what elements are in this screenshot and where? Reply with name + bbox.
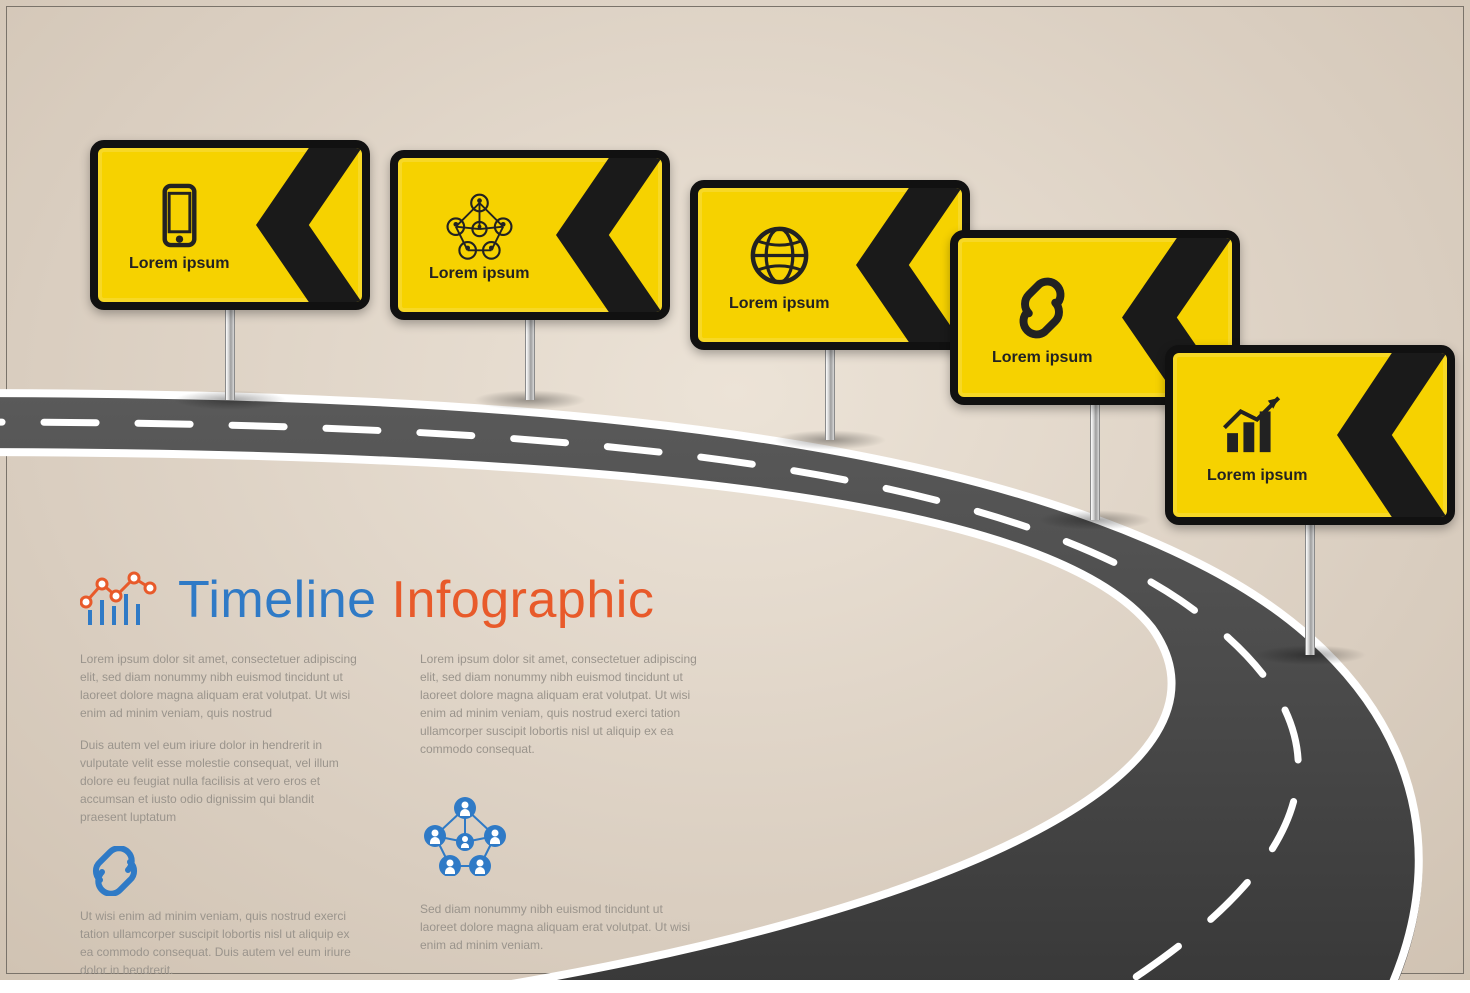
sign-board: Lorem ipsum bbox=[90, 140, 370, 310]
sign-label: Lorem ipsum bbox=[729, 295, 829, 313]
body-col1-p2: Duis autem vel eum iriure dolor in hendr… bbox=[80, 736, 360, 826]
chevron-left-icon bbox=[856, 188, 962, 342]
body-col1-p1: Lorem ipsum dolor sit amet, consectetuer… bbox=[80, 650, 360, 722]
chart-icon bbox=[1219, 387, 1295, 463]
title-word-1: Timeline bbox=[178, 571, 377, 629]
phone-icon bbox=[144, 180, 215, 251]
link-icon bbox=[1005, 271, 1079, 345]
chevron-left-icon bbox=[556, 158, 662, 312]
chevron-left-icon bbox=[1337, 353, 1447, 517]
sign-label: Lorem ipsum bbox=[1207, 467, 1307, 485]
road-sign-2: Lorem ipsum bbox=[390, 150, 670, 400]
page-title: Timeline Infographic bbox=[178, 570, 654, 630]
body-col2-p2: Sed diam nonummy nibh euismod tincidunt … bbox=[420, 900, 700, 954]
title-chart-icon bbox=[80, 570, 160, 630]
body-column-1: Lorem ipsum dolor sit amet, consectetuer… bbox=[80, 650, 360, 993]
link-icon bbox=[80, 846, 150, 896]
sign-board: Lorem ipsum bbox=[390, 150, 670, 320]
body-columns: Lorem ipsum dolor sit amet, consectetuer… bbox=[80, 650, 700, 993]
infographic-canvas: Lorem ipsum bbox=[0, 0, 1470, 980]
network-icon bbox=[420, 796, 510, 876]
sign-label: Lorem ipsum bbox=[129, 255, 229, 273]
body-col1-p3: Ut wisi enim ad minim veniam, quis nostr… bbox=[80, 907, 360, 979]
sign-board: Lorem ipsum bbox=[1165, 345, 1455, 525]
road-sign-5: Lorem ipsum bbox=[1165, 345, 1455, 655]
sign-board: Lorem ipsum bbox=[690, 180, 970, 350]
sign-label: Lorem ipsum bbox=[992, 349, 1092, 367]
network-icon bbox=[444, 190, 515, 261]
chevron-left-icon bbox=[256, 148, 362, 302]
title-row: Timeline Infographic bbox=[80, 570, 654, 630]
body-col2-p1: Lorem ipsum dolor sit amet, consectetuer… bbox=[420, 650, 700, 758]
body-column-2: Lorem ipsum dolor sit amet, consectetuer… bbox=[420, 650, 700, 993]
globe-icon bbox=[744, 220, 815, 291]
road-sign-3: Lorem ipsum bbox=[690, 180, 970, 440]
road-sign-1: Lorem ipsum bbox=[90, 140, 370, 400]
title-word-2: Infographic bbox=[392, 571, 655, 629]
sign-label: Lorem ipsum bbox=[429, 265, 529, 283]
